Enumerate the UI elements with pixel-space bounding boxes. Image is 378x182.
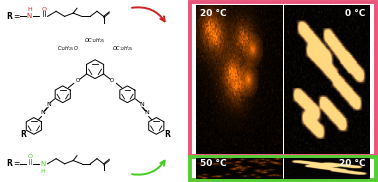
Text: H: H — [27, 7, 32, 12]
Text: =: = — [13, 12, 19, 21]
Text: R: R — [6, 159, 12, 168]
Text: H: H — [40, 169, 45, 174]
Text: $OC_{12}H_{25}$: $OC_{12}H_{25}$ — [112, 44, 133, 53]
Text: O: O — [76, 78, 81, 83]
Text: 50 °C: 50 °C — [200, 159, 227, 168]
Text: N: N — [40, 110, 45, 115]
Bar — [190, 2, 376, 156]
Text: =: = — [13, 159, 19, 168]
Text: N: N — [145, 110, 150, 115]
Text: 20 °C: 20 °C — [339, 159, 365, 168]
Text: N: N — [139, 102, 144, 107]
Text: R: R — [164, 130, 170, 139]
Text: N: N — [27, 13, 32, 19]
Text: O: O — [41, 7, 46, 12]
Text: R: R — [20, 130, 26, 139]
Text: 20 °C: 20 °C — [200, 9, 227, 18]
Text: O: O — [28, 154, 33, 159]
Text: Nanotube: Nanotube — [297, 159, 362, 172]
Text: N: N — [46, 102, 51, 107]
Text: R: R — [6, 12, 12, 21]
Text: 0 °C: 0 °C — [345, 9, 365, 18]
Text: $C_{12}H_{25}O$: $C_{12}H_{25}O$ — [57, 44, 78, 53]
Text: O: O — [110, 78, 114, 83]
Text: N: N — [40, 161, 45, 167]
Bar — [190, 157, 376, 180]
Text: $OC_{12}H_{25}$: $OC_{12}H_{25}$ — [84, 36, 106, 45]
Text: Toroid: Toroid — [216, 159, 257, 172]
